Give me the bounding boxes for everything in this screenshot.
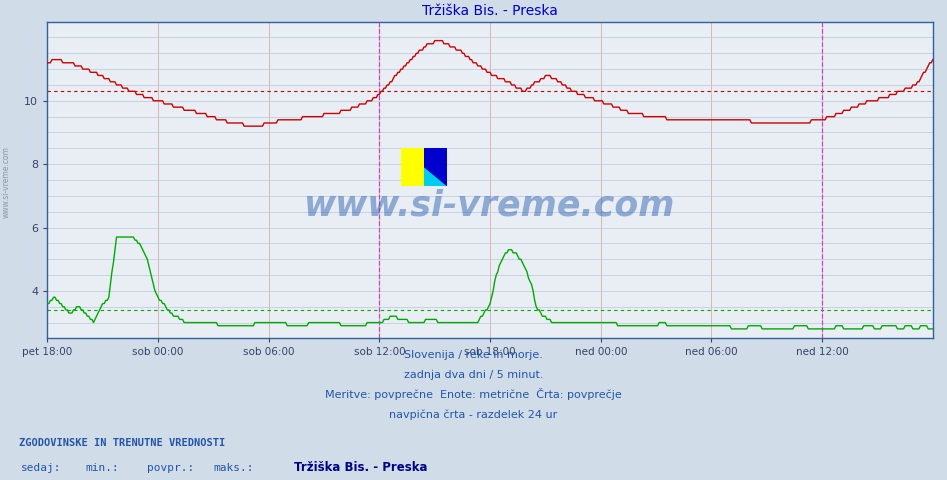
Text: zadnja dva dni / 5 minut.: zadnja dva dni / 5 minut.: [403, 370, 544, 380]
Text: min.:: min.:: [85, 463, 119, 473]
Polygon shape: [424, 168, 447, 186]
Polygon shape: [424, 148, 447, 186]
Text: www.si-vreme.com: www.si-vreme.com: [304, 188, 676, 222]
Text: ZGODOVINSKE IN TRENUTNE VREDNOSTI: ZGODOVINSKE IN TRENUTNE VREDNOSTI: [19, 438, 225, 448]
Title: Tržiška Bis. - Preska: Tržiška Bis. - Preska: [422, 4, 558, 18]
Text: Meritve: povprečne  Enote: metrične  Črta: povprečje: Meritve: povprečne Enote: metrične Črta:…: [325, 388, 622, 400]
Text: navpična črta - razdelek 24 ur: navpična črta - razdelek 24 ur: [389, 409, 558, 420]
Text: Tržiška Bis. - Preska: Tržiška Bis. - Preska: [294, 461, 427, 474]
Text: sedaj:: sedaj:: [21, 463, 62, 473]
Text: povpr.:: povpr.:: [147, 463, 194, 473]
Text: Slovenija / reke in morje.: Slovenija / reke in morje.: [404, 349, 543, 360]
Text: maks.:: maks.:: [213, 463, 254, 473]
Text: www.si-vreme.com: www.si-vreme.com: [2, 146, 11, 218]
